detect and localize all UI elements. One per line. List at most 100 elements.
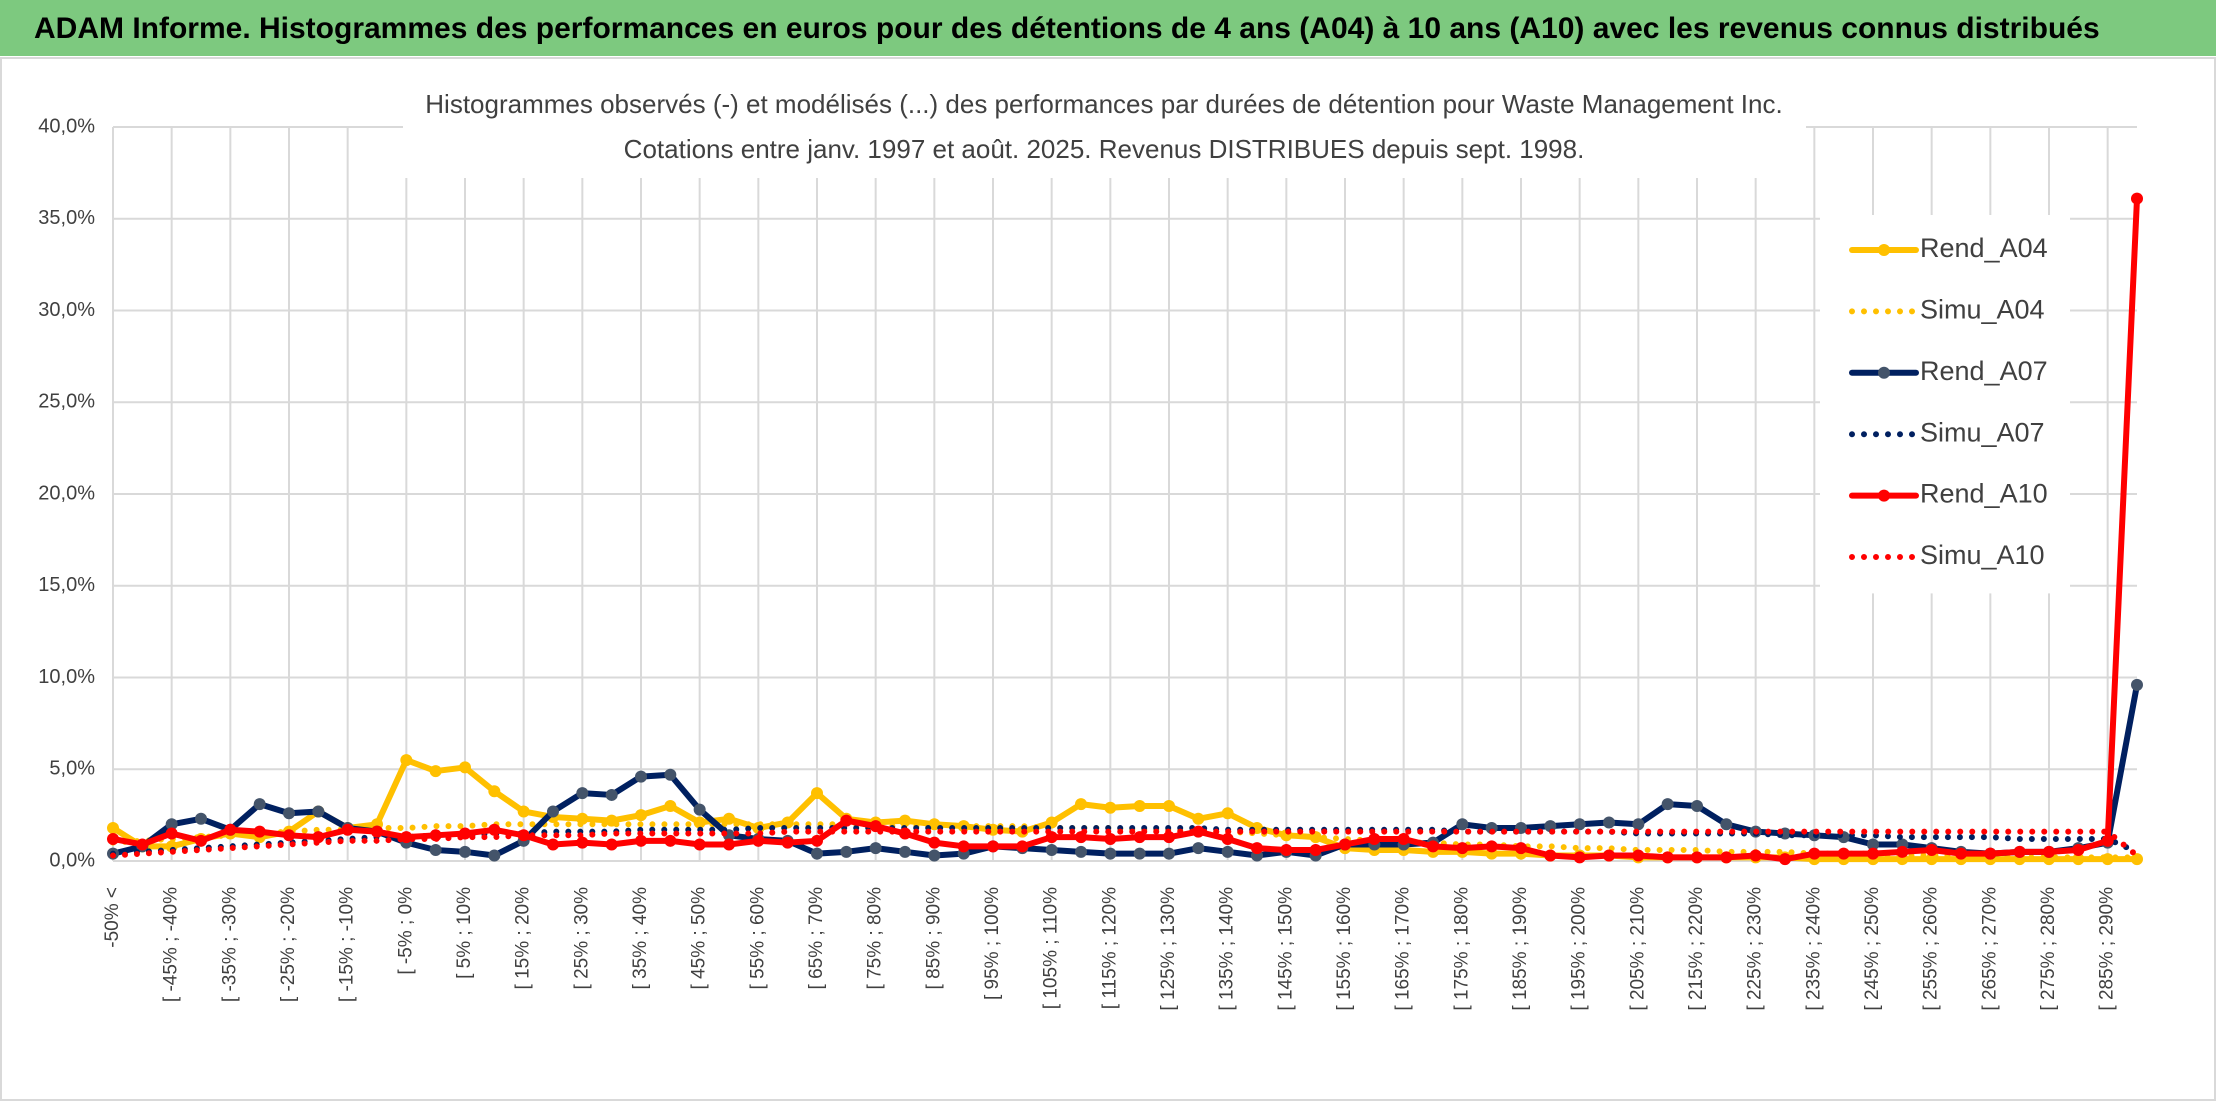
data-point bbox=[1573, 851, 1586, 864]
x-tick-label: [ 75% ; 80% bbox=[865, 887, 886, 990]
series-line bbox=[110, 681, 2140, 859]
data-point bbox=[547, 838, 559, 851]
x-tick-label: [ 205% ; 210% bbox=[1627, 887, 1648, 1011]
data-point bbox=[1691, 851, 1703, 864]
data-point bbox=[1867, 847, 1879, 860]
data-point bbox=[1163, 831, 1175, 844]
y-tick-label: 10,0% bbox=[38, 666, 95, 688]
data-point bbox=[1925, 843, 1938, 856]
x-tick-label: [ 125% ; 130% bbox=[1158, 887, 1179, 1011]
data-point bbox=[2013, 845, 2026, 858]
data-point bbox=[1456, 818, 1469, 831]
x-tick-label: [ 155% ; 160% bbox=[1334, 887, 1355, 1011]
data-point bbox=[1192, 842, 1205, 855]
data-point bbox=[811, 787, 823, 800]
data-point bbox=[136, 838, 149, 851]
data-point bbox=[1661, 798, 1674, 811]
data-point bbox=[840, 814, 853, 827]
x-tick-label: [ 235% ; 240% bbox=[1803, 887, 1824, 1011]
data-point bbox=[224, 823, 237, 836]
data-point bbox=[664, 799, 677, 812]
data-point bbox=[957, 840, 970, 853]
x-tick-label: [ -25% ; -20% bbox=[278, 887, 299, 1002]
data-point bbox=[1163, 799, 1175, 812]
x-tick-label: [ 175% ; 180% bbox=[1451, 887, 1472, 1011]
data-point bbox=[341, 823, 354, 836]
data-point bbox=[488, 849, 501, 862]
data-point bbox=[1368, 832, 1381, 845]
data-point bbox=[1016, 840, 1029, 853]
data-point bbox=[1427, 840, 1439, 853]
data-point bbox=[693, 838, 706, 851]
data-point bbox=[488, 785, 501, 798]
data-point bbox=[1221, 807, 1234, 820]
data-point bbox=[1837, 847, 1850, 860]
data-point bbox=[2131, 192, 2143, 205]
data-point bbox=[664, 768, 677, 781]
data-point bbox=[811, 847, 823, 860]
data-point bbox=[165, 827, 178, 840]
data-point bbox=[429, 843, 442, 856]
data-point bbox=[253, 825, 266, 838]
data-point bbox=[928, 836, 941, 849]
legend-label: Rend_A07 bbox=[1920, 356, 2048, 386]
data-point bbox=[1984, 847, 1997, 860]
data-point bbox=[312, 805, 325, 818]
series-line bbox=[110, 828, 2140, 859]
series-line bbox=[110, 195, 2140, 863]
data-point bbox=[987, 840, 999, 853]
data-point bbox=[869, 842, 882, 855]
data-point bbox=[1603, 816, 1615, 829]
legend-marker bbox=[1878, 366, 1890, 379]
data-point bbox=[1133, 847, 1146, 860]
data-point bbox=[635, 770, 647, 783]
data-point bbox=[1573, 818, 1586, 831]
data-point bbox=[635, 809, 647, 822]
x-tick-label: [ -5% ; 0% bbox=[395, 887, 416, 975]
legend-label: Rend_A10 bbox=[1920, 479, 2048, 509]
data-point bbox=[1339, 838, 1351, 851]
x-tick-label: [ 195% ; 200% bbox=[1569, 887, 1590, 1011]
data-point bbox=[2131, 678, 2143, 691]
x-tick-label: [ 255% ; 260% bbox=[1921, 887, 1942, 1011]
data-point bbox=[459, 845, 471, 858]
x-tick-label: [ 185% ; 190% bbox=[1510, 887, 1531, 1011]
data-point bbox=[664, 834, 677, 847]
chart-frame bbox=[0, 57, 2216, 1101]
data-point bbox=[2131, 853, 2143, 866]
data-point bbox=[576, 836, 589, 849]
data-point bbox=[400, 754, 413, 767]
data-point bbox=[1544, 849, 1557, 862]
legend-label: Simu_A07 bbox=[1920, 417, 2045, 447]
legend-marker bbox=[1878, 489, 1890, 502]
x-tick-label: [ 45% ; 50% bbox=[689, 887, 710, 990]
x-tick-label: [ 165% ; 170% bbox=[1393, 887, 1414, 1011]
data-point bbox=[1221, 832, 1234, 845]
y-tick-label: 5,0% bbox=[49, 758, 95, 780]
x-tick-label: [ 225% ; 230% bbox=[1745, 887, 1766, 1011]
data-point bbox=[1456, 842, 1469, 855]
legend-label: Simu_A04 bbox=[1920, 295, 2045, 325]
data-point bbox=[1515, 842, 1527, 855]
data-point bbox=[165, 818, 178, 831]
x-tick-label: [ -45% ; -40% bbox=[161, 887, 182, 1002]
legend-label: Simu_A10 bbox=[1920, 540, 2045, 570]
chart-title: Histogrammes observés (-) et modélisés (… bbox=[425, 89, 1782, 119]
x-tick-label: [ 105% ; 110% bbox=[1041, 887, 1062, 1009]
x-tick-label: [ 135% ; 140% bbox=[1217, 887, 1238, 1011]
page-title: ADAM Informe. Histogrammes des performan… bbox=[34, 12, 2100, 45]
data-point bbox=[1955, 847, 1967, 860]
x-tick-label: [ 35% ; 40% bbox=[630, 887, 651, 990]
data-point bbox=[840, 845, 853, 858]
data-point bbox=[1661, 851, 1674, 864]
x-tick-label: [ -35% ; -30% bbox=[219, 887, 240, 1002]
data-point bbox=[517, 805, 530, 818]
y-tick-label: 0,0% bbox=[49, 849, 95, 871]
y-tick-label: 40,0% bbox=[38, 115, 95, 137]
x-tick-label: [ 285% ; 290% bbox=[2097, 887, 2118, 1011]
y-tick-label: 30,0% bbox=[38, 299, 95, 321]
y-tick-label: 15,0% bbox=[38, 574, 95, 596]
data-point bbox=[1221, 845, 1234, 858]
data-point bbox=[1779, 853, 1791, 866]
data-point bbox=[371, 825, 383, 838]
